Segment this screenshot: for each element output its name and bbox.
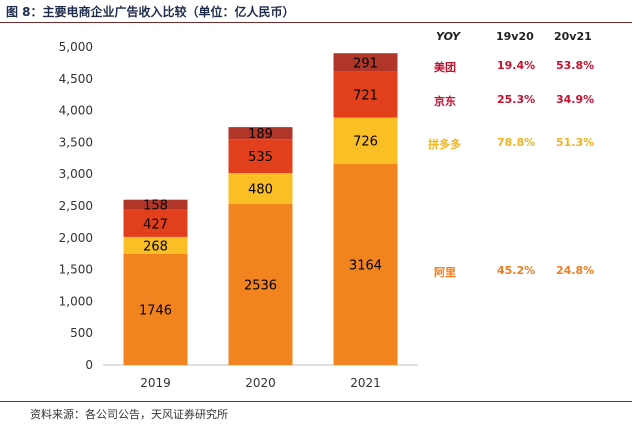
data-label: 189 [248, 127, 273, 142]
x-tick-label: 2021 [350, 376, 381, 390]
y-tick-label: 3,000 [59, 167, 93, 181]
data-label: 726 [353, 135, 378, 150]
yoy-jd-19v20: 25.3% [497, 93, 536, 106]
x-tick-label: 2019 [140, 376, 171, 390]
y-tick-label: 500 [70, 326, 93, 340]
y-tick-label: 2,500 [59, 199, 93, 213]
data-label: 291 [353, 56, 378, 71]
yoy-pdd-20v21: 51.3% [556, 136, 595, 149]
yoy-company-jd: 京东 [434, 95, 456, 108]
y-tick-label: 4,000 [59, 104, 93, 118]
yoy-company-pdd: 拼多多 [428, 138, 461, 151]
yoy-company-alibaba: 阿里 [434, 266, 456, 279]
title-divider [0, 22, 632, 23]
bar-segment-0-2 [123, 209, 188, 237]
yoy-jd-20v21: 34.9% [556, 93, 595, 106]
y-tick-label: 1,000 [59, 294, 93, 308]
yoy-meituan-19v20: 19.4% [497, 59, 536, 72]
bar-segment-2-1 [333, 117, 398, 164]
data-label: 2536 [244, 278, 277, 293]
yoy-header-label: YOY [436, 30, 461, 43]
y-tick-label: 4,500 [59, 72, 93, 86]
bar-segment-1-0 [228, 203, 293, 365]
bar-segment-1-2 [228, 139, 293, 174]
y-tick-label: 3,500 [59, 135, 93, 149]
y-tick-label: 0 [85, 358, 93, 372]
data-label: 3164 [349, 258, 382, 273]
stacked-bar-chart: 0 500 1,000 1,500 2,000 2,500 3,000 3,500 4,000 4… [59, 40, 418, 390]
bar-segment-1-1 [228, 173, 293, 204]
data-label: 268 [143, 239, 168, 254]
x-tick-label: 2020 [245, 376, 276, 390]
data-label: 535 [248, 150, 273, 165]
yoy-header-20v21: 20v21 [554, 30, 592, 43]
y-tick-label: 1,500 [59, 263, 93, 277]
bar-segment-0-1 [123, 236, 188, 254]
bar-segment-2-3 [333, 53, 398, 72]
y-tick-label: 5,000 [59, 40, 93, 54]
yoy-alibaba-19v20: 45.2% [497, 264, 536, 277]
bar-segment-0-3 [123, 199, 188, 210]
bar-segment-0-0 [123, 253, 188, 365]
yoy-header-19v20: 19v20 [496, 30, 534, 43]
data-label: 158 [143, 199, 168, 214]
figure-title: 图 8：主要电商企业广告收入比较（单位：亿人民币） [6, 5, 295, 19]
footer-divider [0, 401, 632, 402]
data-label: 480 [248, 182, 273, 197]
bar-segment-2-0 [333, 163, 398, 365]
y-tick-label: 2,000 [59, 231, 93, 245]
source-note: 资料来源：各公司公告，天风证券研究所 [30, 408, 228, 421]
data-label: 427 [143, 217, 168, 232]
yoy-alibaba-20v21: 24.8% [556, 264, 595, 277]
yoy-pdd-19v20: 78.8% [497, 136, 536, 149]
data-label: 721 [353, 89, 378, 104]
bar-segment-1-3 [228, 127, 293, 140]
yoy-company-meituan: 美团 [434, 61, 456, 74]
bar-segment-2-2 [333, 71, 398, 118]
data-label: 1746 [139, 303, 172, 318]
yoy-meituan-20v21: 53.8% [556, 59, 595, 72]
